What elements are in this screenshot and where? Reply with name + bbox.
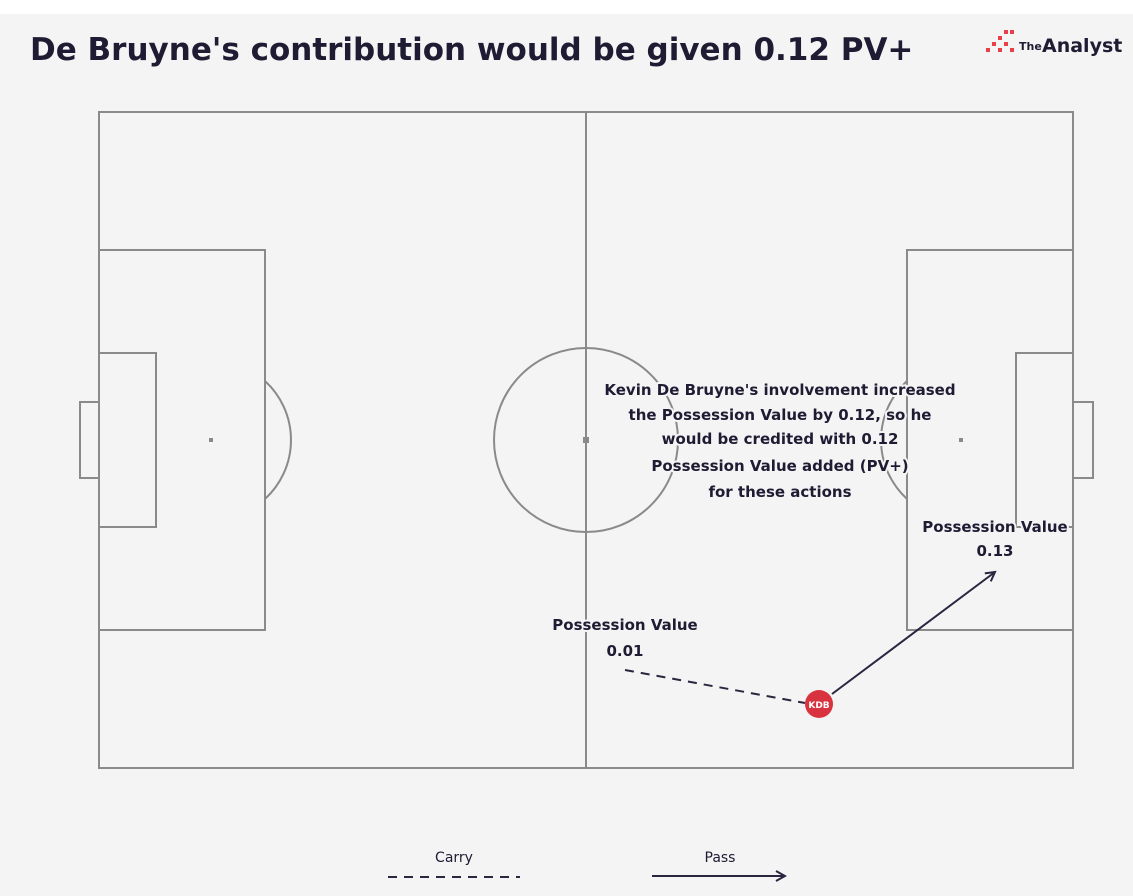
- annotation-line: would be credited with 0.12: [662, 430, 899, 448]
- background: [0, 14, 1133, 896]
- logo: The Analyst: [986, 30, 1122, 57]
- annotation-line: for these actions: [708, 483, 851, 501]
- center-spot: [583, 437, 589, 443]
- logo-small: The: [1019, 40, 1042, 53]
- player-label: KDB: [808, 701, 829, 711]
- logo-large: Analyst: [1042, 35, 1122, 57]
- carry-line: [624, 669, 806, 704]
- pitch: [79, 111, 1094, 769]
- player-marker: [805, 690, 833, 718]
- annotation-line: the Possession Value by 0.12, so he: [629, 406, 932, 424]
- start-value: 0.01: [606, 642, 643, 660]
- penalty-spot: [209, 438, 213, 442]
- legend-pass: Pass: [705, 850, 736, 866]
- end-value: 0.13: [976, 542, 1013, 560]
- penalty-spot: [959, 438, 963, 442]
- start-label: Possession Value: [552, 616, 697, 634]
- legend-carry: Carry: [435, 850, 473, 866]
- title: De Bruyne's contribution would be given …: [30, 32, 913, 68]
- annotation-line: Possession Value added (PV+): [651, 457, 908, 475]
- end-label: Possession Value: [922, 518, 1067, 536]
- pass-arrow: [831, 572, 995, 695]
- annotation-line: Kevin De Bruyne's involvement increased: [604, 381, 955, 399]
